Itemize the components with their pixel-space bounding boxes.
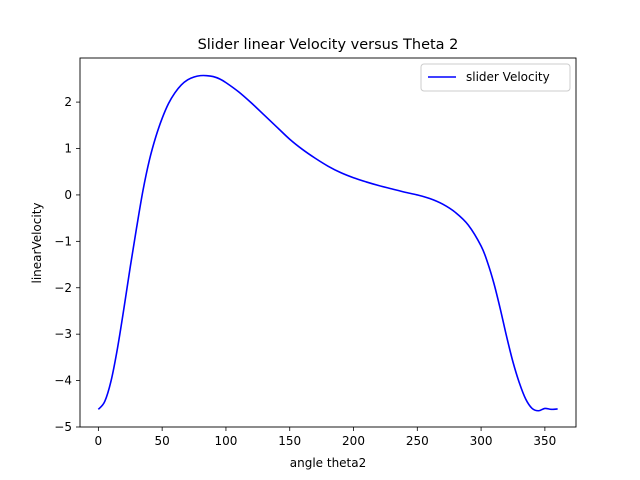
legend-label: slider Velocity [466,70,550,84]
y-axis-label: linearVelocity [30,202,44,283]
y-tick-label: 1 [64,142,72,156]
x-axis-ticks: 0 50 100 150 200 250 300 350 [95,427,556,448]
y-tick-label: 2 [64,95,72,109]
y-tick-label: −3 [54,327,72,341]
legend: slider Velocity [420,63,571,92]
y-tick-label: −4 [54,374,72,388]
plot-area [80,58,576,427]
x-axis-label: angle theta2 [290,456,367,470]
y-axis-ticks: −5 −4 −3 −2 −1 0 1 2 [54,95,80,434]
y-tick-label: −1 [54,234,72,248]
x-tick-label: 350 [533,434,556,448]
series-line-slider-velocity [97,74,558,412]
x-tick-label: 100 [214,434,237,448]
y-tick-label: −2 [54,281,72,295]
x-tick-label: 250 [406,434,429,448]
x-tick-label: 50 [155,434,170,448]
x-tick-label: 200 [342,434,365,448]
y-tick-label: −5 [54,420,72,434]
x-tick-label: 300 [470,434,493,448]
plot-frame [79,57,577,428]
y-tick-label: 0 [64,188,72,202]
legend-box [420,63,571,92]
x-tick-label: 0 [95,434,103,448]
chart-title: Slider linear Velocity versus Theta 2 [198,37,459,53]
x-tick-label: 150 [278,434,301,448]
